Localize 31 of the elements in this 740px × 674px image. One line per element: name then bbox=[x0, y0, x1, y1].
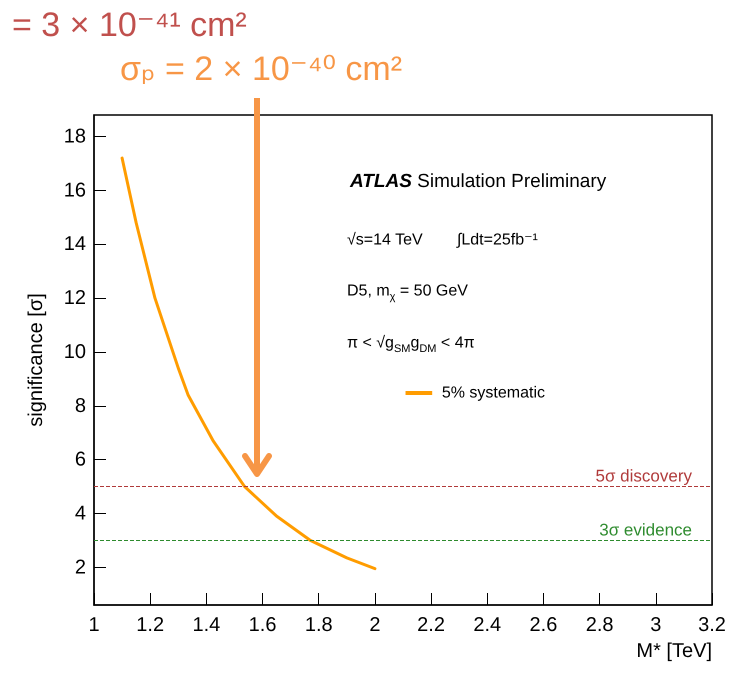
y-tick-label: 6 bbox=[74, 448, 86, 471]
x-tick-label: 1 bbox=[88, 614, 100, 636]
x-tick-label: 1.8 bbox=[304, 614, 333, 636]
annotation: ∫Ldt=25fb⁻¹ bbox=[456, 232, 538, 248]
y-axis-title: significance [σ] bbox=[25, 293, 47, 427]
x-tick-label: 1.4 bbox=[192, 614, 220, 636]
x-tick-label: 2.8 bbox=[586, 614, 614, 636]
annotation: ATLAS Simulation Preliminary bbox=[349, 171, 607, 192]
ref-line-label: 3σ evidence bbox=[599, 520, 692, 540]
legend-label: 5% systematic bbox=[442, 384, 545, 402]
y-tick-label: 8 bbox=[74, 394, 86, 417]
text: σₚ = 2 × 10⁻⁴⁰ cm² bbox=[120, 50, 402, 88]
x-tick-label: 1.6 bbox=[248, 614, 276, 636]
y-tick-label: 12 bbox=[64, 287, 86, 310]
y-tick-label: 18 bbox=[64, 126, 86, 148]
y-tick-label: 14 bbox=[64, 233, 86, 256]
x-tick-label: 2 bbox=[369, 614, 380, 636]
x-axis-title: M* [TeV] bbox=[636, 640, 712, 662]
text: = 3 × 10⁻⁴¹ cm² bbox=[12, 6, 247, 44]
y-tick-label: 16 bbox=[64, 179, 86, 202]
x-tick-label: 3 bbox=[650, 614, 662, 636]
x-tick-label: 2.4 bbox=[473, 614, 502, 636]
y-tick-label: 2 bbox=[74, 556, 86, 578]
annotation: √s=14 TeV bbox=[347, 232, 423, 248]
x-tick-label: 3.2 bbox=[698, 614, 726, 636]
x-tick-label: 2.6 bbox=[530, 614, 558, 636]
ref-line-label: 5σ discovery bbox=[596, 466, 692, 486]
x-tick-label: 1.2 bbox=[136, 614, 164, 636]
x-tick-label: 2.2 bbox=[417, 614, 445, 636]
y-tick-label: 10 bbox=[64, 340, 86, 363]
y-tick-label: 4 bbox=[74, 502, 86, 524]
